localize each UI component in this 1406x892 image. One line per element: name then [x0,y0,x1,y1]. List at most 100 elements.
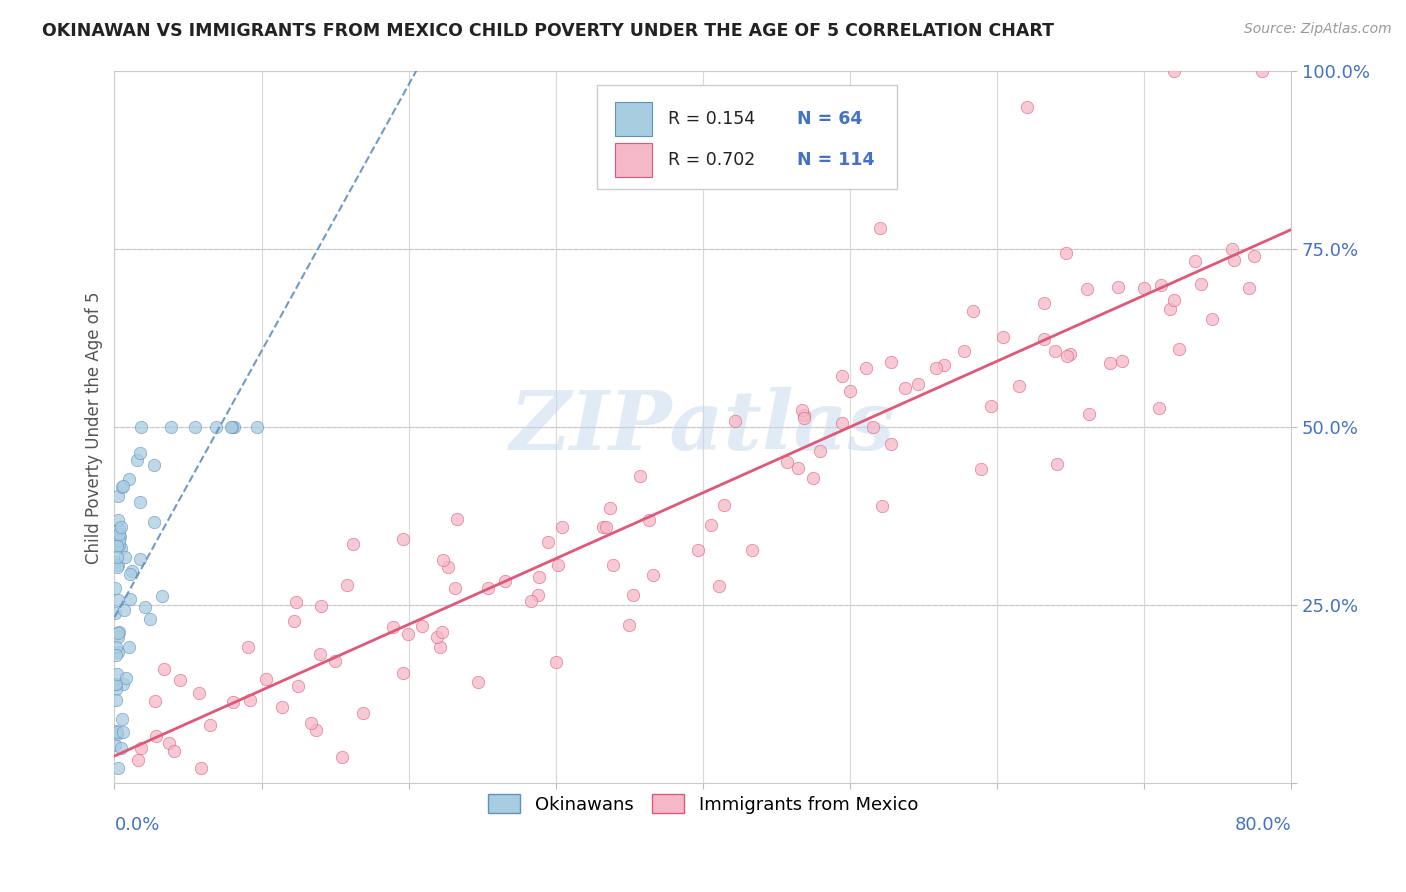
Point [551,519,574,533]
Point [139,611,162,625]
Point [1046,457,1069,471]
Point [831,417,853,431]
Point [117,640,139,654]
Point [527,569,550,583]
Point [107,761,129,775]
Point [787,461,810,475]
Point [107,533,129,547]
Point [219,420,242,434]
Point [157,736,180,750]
Text: N = 114: N = 114 [797,151,875,169]
Point [801,470,824,484]
Point [134,600,156,615]
Point [547,558,569,573]
Point [709,579,731,593]
Point [1163,293,1185,307]
Point [527,588,550,602]
Point [793,410,815,425]
Point [105,559,128,574]
Point [111,712,134,726]
Point [205,420,228,434]
Point [880,437,903,451]
Point [970,461,993,475]
Bar [614,143,652,178]
Point [143,458,166,472]
Point [108,625,131,640]
Point [107,558,129,573]
Point [150,589,173,603]
Point [110,519,132,533]
Point [1243,249,1265,263]
Point [188,686,211,700]
Point [855,360,877,375]
Point [477,582,499,596]
Point [198,717,221,731]
Point [1107,280,1129,294]
Point [392,532,415,546]
Point [619,618,641,632]
Y-axis label: Child Poverty Under the Age of 5: Child Poverty Under the Age of 5 [86,291,103,564]
Point [112,725,135,739]
Point [467,675,489,690]
Point [105,681,128,696]
Point [980,399,1002,413]
Point [1220,243,1243,257]
Point [1033,332,1056,346]
Bar [614,102,652,136]
Point [142,515,165,529]
Point [120,591,142,606]
Point [1201,312,1223,326]
Point [104,738,127,752]
Point [239,692,262,706]
Point [129,740,152,755]
Point [107,522,129,536]
Point [104,606,127,620]
Point [862,420,884,434]
Point [1150,277,1173,292]
Text: Source: ZipAtlas.com: Source: ZipAtlas.com [1244,22,1392,37]
Point [699,518,721,533]
Point [392,665,415,680]
Point [222,695,245,709]
Point [112,603,135,617]
Point [104,640,127,654]
Point [713,498,735,512]
Point [246,420,269,434]
Point [299,716,322,731]
Point [894,381,917,395]
Point [1099,356,1122,370]
Point [430,625,453,640]
Point [411,619,433,633]
Point [105,648,128,662]
Point [793,408,815,422]
Point [599,500,621,515]
Point [221,420,243,434]
Point [107,513,129,527]
Point [1159,301,1181,316]
Point [602,558,624,573]
Point [641,567,664,582]
Point [111,479,134,493]
Point [494,574,516,588]
Point [104,724,127,739]
Point [112,677,135,691]
Point [115,671,138,685]
Point [336,578,359,592]
Point [519,594,541,608]
Point [1184,253,1206,268]
Point [432,553,454,567]
Point [145,730,167,744]
Point [1163,64,1185,78]
Point [880,354,903,368]
Point [222,420,245,434]
Point [1059,347,1081,361]
Point [308,647,330,661]
Point [129,495,152,509]
Point [111,480,134,494]
Point [724,414,747,428]
Point [254,672,277,686]
Text: OKINAWAN VS IMMIGRANTS FROM MEXICO CHILD POVERTY UNDER THE AGE OF 5 CORRELATION : OKINAWAN VS IMMIGRANTS FROM MEXICO CHILD… [42,22,1054,40]
Point [270,699,292,714]
Point [831,368,853,383]
Point [190,761,212,775]
